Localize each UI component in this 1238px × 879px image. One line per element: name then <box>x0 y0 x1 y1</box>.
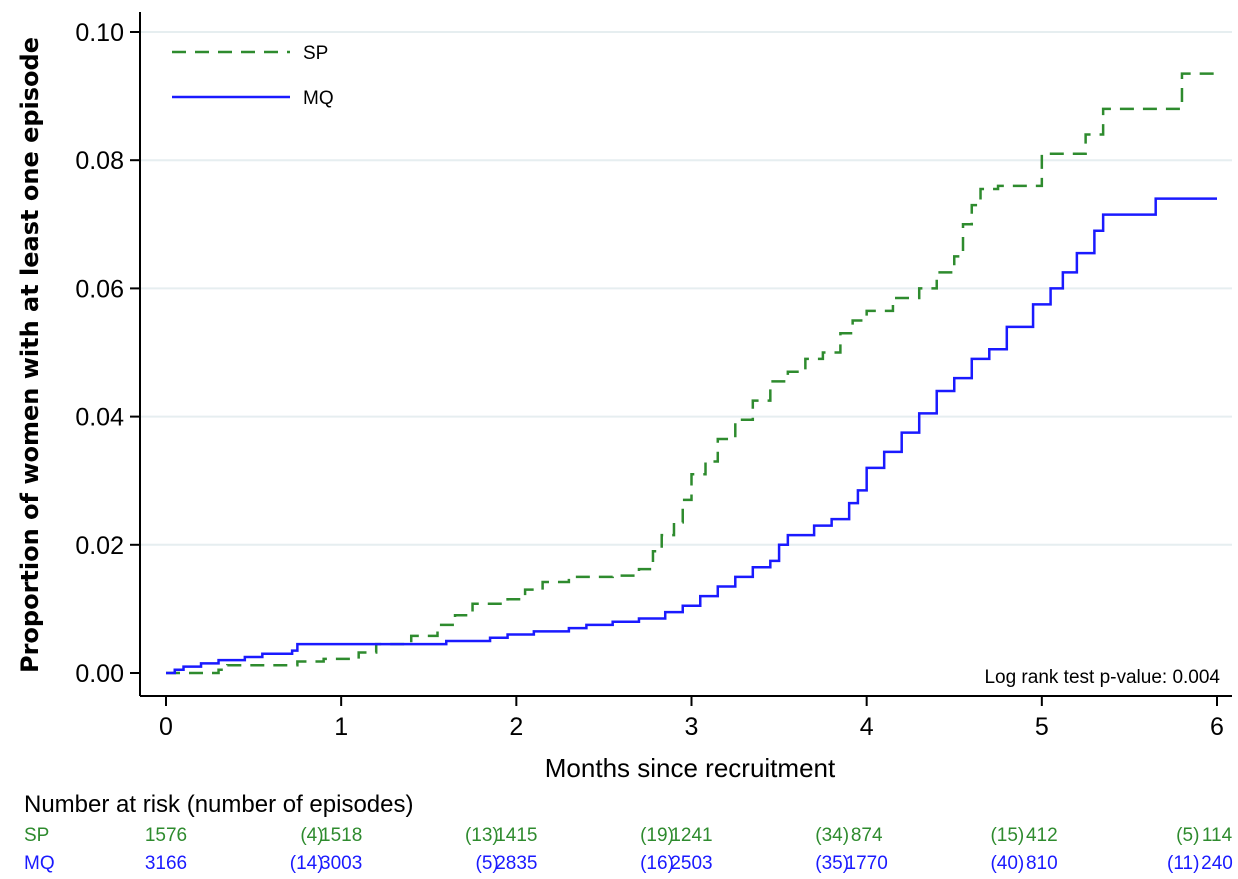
risk-at-risk-value: 1576 <box>145 825 187 846</box>
x-tick-label: 2 <box>509 713 523 741</box>
risk-at-risk-value: 412 <box>1026 825 1058 846</box>
series-line-mq <box>166 197 1217 675</box>
x-axis-title: Months since recruitment <box>545 753 836 783</box>
y-tick-label: 0.02 <box>75 532 124 560</box>
risk-episodes-value: (11) <box>1167 853 1199 874</box>
legend-label-mq: MQ <box>303 88 334 109</box>
legend-label-sp: SP <box>303 43 328 64</box>
risk-episodes-value: (13) <box>465 825 499 846</box>
risk-at-risk-value: 1770 <box>846 853 888 874</box>
risk-episodes-value: (35) <box>815 853 849 874</box>
risk-row-label: SP <box>24 825 49 846</box>
risk-at-risk-value: 3166 <box>145 853 187 874</box>
risk-episodes-value: (40) <box>990 853 1024 874</box>
gridlines <box>140 31 1232 546</box>
risk-episodes-value: (4) <box>300 825 323 846</box>
x-tick-label: 5 <box>1035 713 1049 741</box>
risk-at-risk-value: 114 <box>1202 825 1233 846</box>
series-lines <box>166 72 1217 675</box>
series-line-sp <box>166 72 1217 675</box>
y-tick-label: 0.00 <box>75 660 124 688</box>
risk-table-title: Number at risk (number of episodes) <box>24 791 413 818</box>
logrank-annotation: Log rank test p-value: 0.004 <box>984 667 1220 688</box>
risk-at-risk-value: 1518 <box>320 825 362 846</box>
x-tick-label: 0 <box>159 713 173 741</box>
risk-table: SP 1576 1518 1415 1241 874 412 114 (4) (13) (19) (3… <box>24 825 1233 874</box>
risk-at-risk-value: 1241 <box>670 825 712 846</box>
risk-episodes-value: (16) <box>640 853 674 874</box>
y-tick-label: 0.06 <box>75 275 124 303</box>
risk-at-risk-value: 874 <box>851 825 883 846</box>
risk-episodes-value: (19) <box>640 825 674 846</box>
legend: SP MQ <box>172 43 334 109</box>
x-tick-label: 6 <box>1210 713 1224 741</box>
risk-at-risk-value: 2835 <box>495 853 537 874</box>
risk-at-risk-value: 810 <box>1026 853 1058 874</box>
x-tick-label: 4 <box>860 713 874 741</box>
y-axis-title: Proportion of women with at least one ep… <box>16 37 44 673</box>
risk-episodes-value: (34) <box>815 825 849 846</box>
y-tick-label: 0.04 <box>75 404 124 432</box>
axes <box>130 12 1232 706</box>
risk-episodes-value: (15) <box>990 825 1024 846</box>
x-tick-label: 3 <box>685 713 699 741</box>
risk-episodes-value: (5) <box>476 853 499 874</box>
risk-episodes-value: (5) <box>1176 825 1199 846</box>
tick-labels: 0.00 0.02 0.04 0.06 0.08 0.10 0 1 2 3 4 5 6 <box>75 19 1224 741</box>
risk-at-risk-value: 2503 <box>670 853 712 874</box>
risk-episodes-value: (14) <box>290 853 324 874</box>
risk-at-risk-value: 240 <box>1201 853 1233 874</box>
risk-row-label: MQ <box>24 853 55 874</box>
risk-at-risk-value: 1415 <box>495 825 537 846</box>
risk-at-risk-value: 3003 <box>320 853 362 874</box>
y-tick-label: 0.08 <box>75 147 124 175</box>
y-tick-label: 0.10 <box>75 19 124 47</box>
x-tick-label: 1 <box>334 713 348 741</box>
